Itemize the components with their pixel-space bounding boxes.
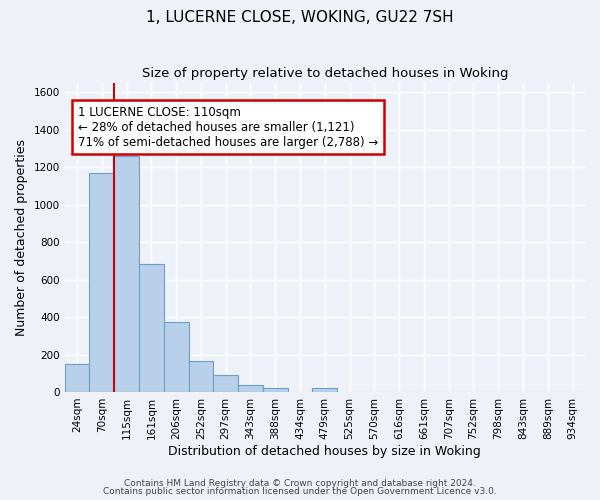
Bar [313,388,337,392]
Bar [263,388,287,392]
Text: 1 LUCERNE CLOSE: 110sqm
← 28% of detached houses are smaller (1,121)
71% of semi: 1 LUCERNE CLOSE: 110sqm ← 28% of detache… [78,106,379,148]
Bar [65,364,89,392]
Text: 1, LUCERNE CLOSE, WOKING, GU22 7SH: 1, LUCERNE CLOSE, WOKING, GU22 7SH [146,10,454,25]
Bar [164,322,188,392]
Title: Size of property relative to detached houses in Woking: Size of property relative to detached ho… [142,68,508,80]
Text: Contains HM Land Registry data © Crown copyright and database right 2024.: Contains HM Land Registry data © Crown c… [124,478,476,488]
X-axis label: Distribution of detached houses by size in Woking: Distribution of detached houses by size … [169,444,481,458]
Text: Contains public sector information licensed under the Open Government Licence v3: Contains public sector information licen… [103,487,497,496]
Bar [238,386,263,392]
Bar [214,375,238,392]
Bar [139,264,164,392]
Bar [89,173,114,392]
Bar [114,156,139,392]
Y-axis label: Number of detached properties: Number of detached properties [15,139,28,336]
Bar [188,361,214,392]
